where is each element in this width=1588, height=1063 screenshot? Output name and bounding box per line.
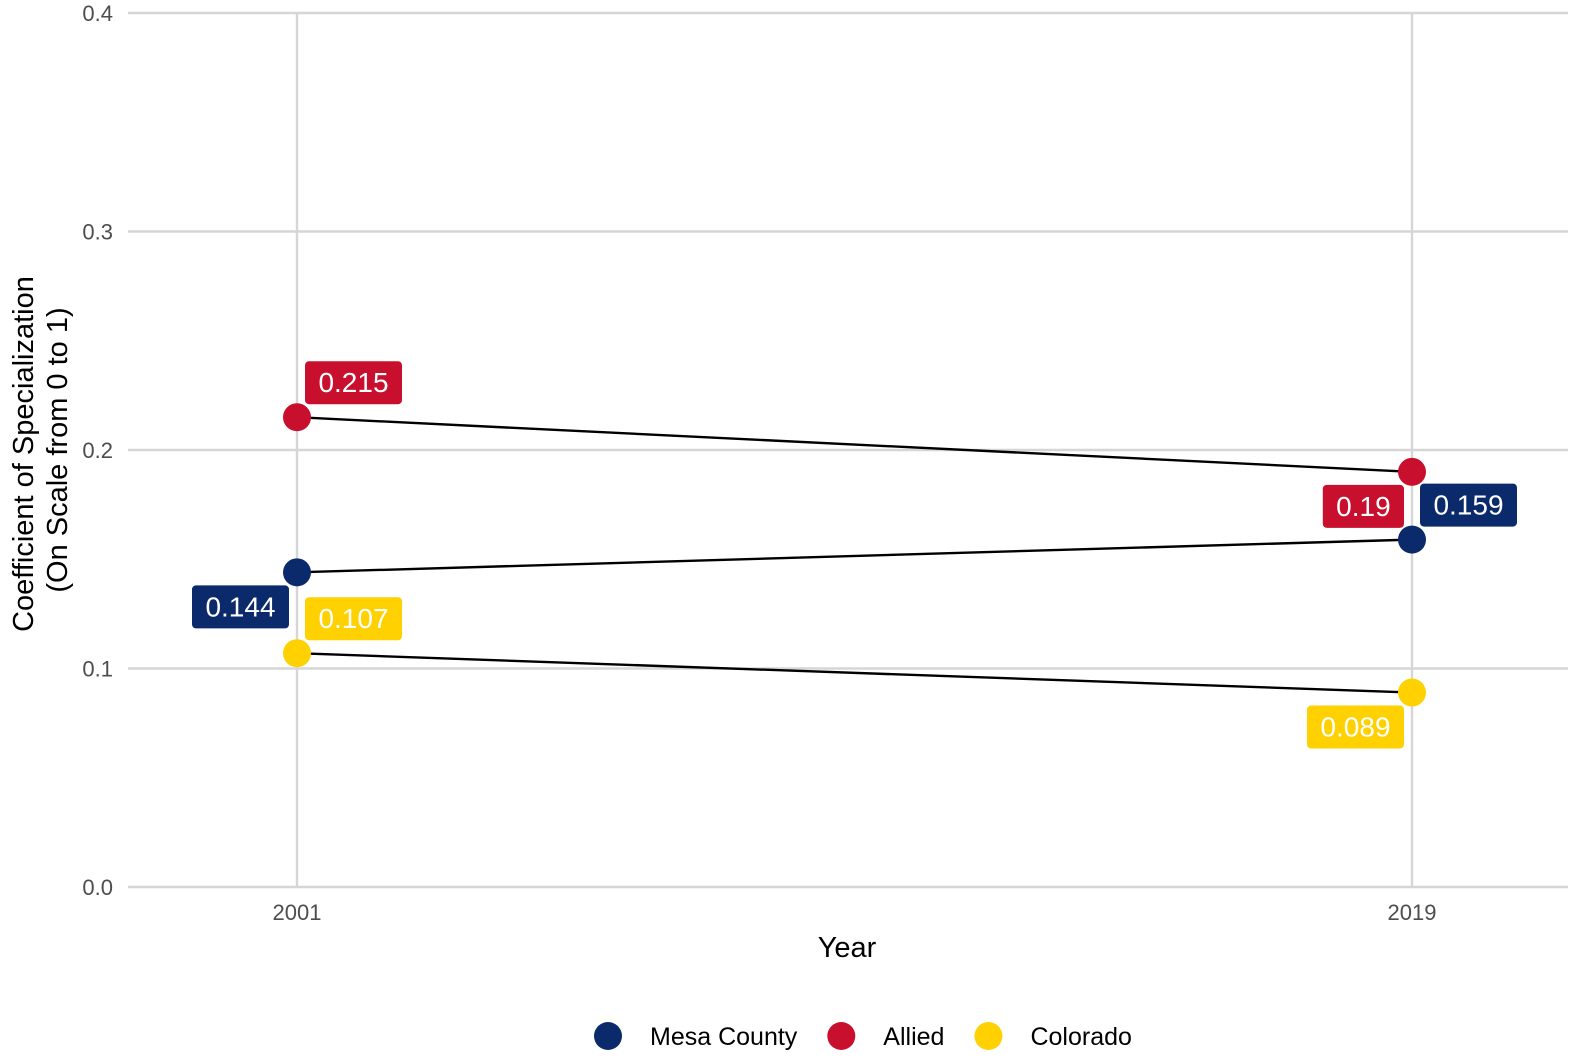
x-tick-label: 2019 [1388,900,1437,925]
data-label-text: 0.089 [1320,712,1390,743]
data-point [283,558,311,587]
data-label-text: 0.107 [318,603,388,634]
legend: Mesa County Allied Colorado [594,1022,1132,1051]
data-label-box [1307,705,1404,749]
data-label-text: 0.144 [205,591,275,622]
data-label-box [305,361,402,405]
legend-marker [974,1022,1003,1050]
y-tick-label: 0.3 [82,220,113,245]
legend-label: Colorado [1030,1023,1131,1051]
x-tick-label: 2001 [273,900,322,925]
y-axis-title: Coefficient of Specialization (On Scale … [8,268,74,632]
data-label-text: 0.159 [1433,490,1503,521]
data-label-text: 0.19 [1336,491,1391,522]
y-axis-title-line-2: (On Scale from 0 to 1) [42,307,74,592]
data-label-box [192,585,289,629]
legend-item: Mesa County [594,1022,798,1051]
legend-marker [594,1022,622,1050]
data-point [283,639,311,668]
data-label: 0.089 [1307,705,1404,749]
data-label-box [1420,483,1517,527]
y-tick-label: 0.0 [82,875,113,900]
data-point [283,403,311,432]
legend-item: Colorado [974,1022,1132,1051]
y-tick-label: 0.2 [82,438,113,463]
y-axis-title-line-1: Coefficient of Specialization [8,276,40,632]
series-lines [296,416,1413,694]
data-point [1398,525,1426,554]
legend-label: Allied [883,1023,944,1051]
data-label: 0.159 [1420,483,1517,527]
data-label: 0.107 [305,597,402,641]
series-line [296,538,1413,574]
series-line [296,652,1413,694]
legend-marker [827,1022,856,1050]
data-label-box [1322,484,1404,528]
y-axis-ticks: 0.0 0.1 0.2 0.3 0.4 [82,1,113,900]
data-label: 0.19 [1322,484,1404,528]
data-label: 0.144 [192,585,289,629]
y-tick-label: 0.4 [82,1,113,26]
series-points [283,403,1426,707]
legend-item: Allied [827,1022,944,1051]
data-label-box [305,597,402,641]
y-tick-label: 0.1 [82,657,113,682]
series-line [296,416,1413,474]
gridlines [128,11,1568,889]
x-axis-title: Year [818,932,877,964]
data-labels: 0.144 0.159 0.215 0.19 0.107 0.089 [192,361,1517,749]
legend-label: Mesa County [650,1023,798,1051]
data-label: 0.215 [305,361,402,405]
data-point [1398,678,1426,707]
data-point [1398,457,1426,486]
data-label-text: 0.215 [318,367,388,398]
x-axis-ticks: 2001 2019 [273,900,1437,925]
